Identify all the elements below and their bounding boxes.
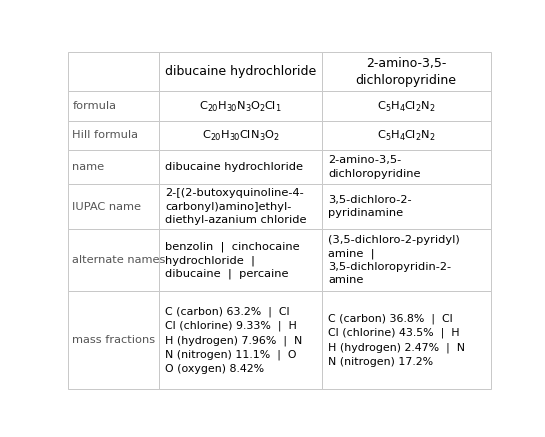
Text: IUPAC name: IUPAC name — [72, 201, 141, 212]
Bar — [68, 91, 159, 121]
Text: 20: 20 — [210, 133, 221, 142]
Text: 30: 30 — [229, 133, 239, 142]
Text: 4: 4 — [399, 104, 404, 113]
Text: 2: 2 — [416, 104, 421, 113]
Text: N: N — [237, 101, 245, 111]
Text: Cl: Cl — [404, 101, 416, 111]
Text: H: H — [218, 101, 227, 111]
Text: N: N — [421, 101, 429, 111]
Text: Cl: Cl — [264, 101, 275, 111]
Bar — [322, 91, 490, 121]
Text: 1: 1 — [275, 104, 281, 113]
Text: dibucaine hydrochloride: dibucaine hydrochloride — [165, 65, 316, 78]
Text: 2: 2 — [416, 133, 421, 142]
Text: Hill formula: Hill formula — [72, 131, 138, 140]
Text: C: C — [200, 101, 208, 111]
Bar — [159, 184, 322, 229]
Text: 2: 2 — [429, 133, 434, 142]
Text: C: C — [378, 131, 385, 140]
Text: 3,5-dichloro-2-
pyridinamine: 3,5-dichloro-2- pyridinamine — [328, 195, 411, 218]
Text: C: C — [378, 101, 385, 111]
Bar — [159, 52, 322, 91]
Text: 2: 2 — [429, 104, 434, 113]
Text: alternate names: alternate names — [72, 255, 166, 265]
Bar — [159, 229, 322, 291]
Text: 3: 3 — [245, 104, 250, 113]
Bar — [68, 291, 159, 389]
Text: C (carbon) 63.2%  |  Cl
Cl (chlorine) 9.33%  |  H
H (hydrogen) 7.96%  |  N
N (ni: C (carbon) 63.2% | Cl Cl (chlorine) 9.33… — [165, 306, 302, 374]
Text: 2: 2 — [273, 133, 278, 142]
Bar — [159, 121, 322, 150]
Bar — [159, 291, 322, 389]
Text: H: H — [221, 131, 229, 140]
Text: dibucaine hydrochloride: dibucaine hydrochloride — [165, 162, 303, 172]
Text: 2-[(2-butoxyquinoline-4-
carbonyl)amino]ethyl-
diethyl-azanium chloride: 2-[(2-butoxyquinoline-4- carbonyl)amino]… — [165, 188, 307, 225]
Bar — [68, 121, 159, 150]
Text: mass fractions: mass fractions — [72, 335, 155, 345]
Bar — [68, 229, 159, 291]
Text: H: H — [391, 131, 399, 140]
Text: C: C — [202, 131, 210, 140]
Text: 5: 5 — [385, 104, 391, 113]
Bar — [159, 150, 322, 184]
Text: C (carbon) 36.8%  |  Cl
Cl (chlorine) 43.5%  |  H
H (hydrogen) 2.47%  |  N
N (ni: C (carbon) 36.8% | Cl Cl (chlorine) 43.5… — [328, 313, 465, 367]
Bar — [322, 291, 490, 389]
Bar — [322, 184, 490, 229]
Text: 2: 2 — [259, 104, 264, 113]
Bar — [68, 52, 159, 91]
Text: 5: 5 — [385, 133, 391, 142]
Text: Cl: Cl — [404, 131, 416, 140]
Text: 4: 4 — [399, 133, 404, 142]
Text: O: O — [264, 131, 273, 140]
Bar — [68, 150, 159, 184]
Text: 30: 30 — [227, 104, 237, 113]
Text: 2-amino-3,5-
dichloropyridine: 2-amino-3,5- dichloropyridine — [328, 156, 420, 179]
Text: Cl: Cl — [239, 131, 251, 140]
Bar — [322, 52, 490, 91]
Bar — [322, 229, 490, 291]
Text: 2-amino-3,5-
dichloropyridine: 2-amino-3,5- dichloropyridine — [355, 57, 457, 87]
Text: benzolin  |  cinchocaine
hydrochloride  |
dibucaine  |  percaine: benzolin | cinchocaine hydrochloride | d… — [165, 241, 300, 279]
Text: 3: 3 — [259, 133, 264, 142]
Text: H: H — [391, 101, 399, 111]
Text: N: N — [421, 131, 429, 140]
Text: formula: formula — [72, 101, 116, 111]
Bar — [68, 184, 159, 229]
Bar — [322, 150, 490, 184]
Text: O: O — [250, 101, 259, 111]
Bar — [159, 91, 322, 121]
Bar — [322, 121, 490, 150]
Text: N: N — [251, 131, 259, 140]
Text: 20: 20 — [208, 104, 218, 113]
Text: (3,5-dichloro-2-pyridyl)
amine  |
3,5-dichloropyridin-2-
amine: (3,5-dichloro-2-pyridyl) amine | 3,5-dic… — [328, 235, 459, 285]
Text: name: name — [72, 162, 105, 172]
